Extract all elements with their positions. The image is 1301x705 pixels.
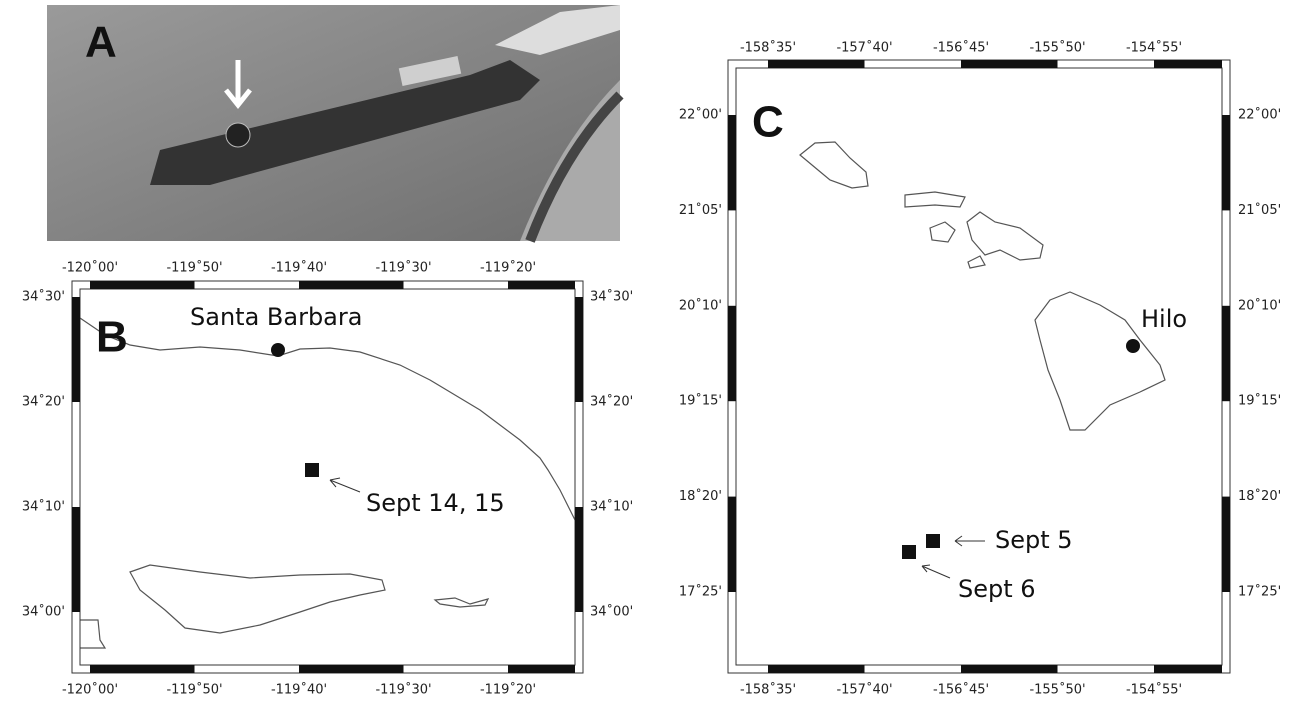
x-tick-label: -155˚50' [1029,40,1085,56]
frame-band [961,665,1058,673]
x-tick-label: -154˚55' [1126,682,1182,698]
frame-band [961,60,1058,68]
map-frame [71,280,584,674]
y-tick-label: 21˚05' [1238,202,1281,218]
place-label: Sept 6 [958,575,1036,603]
x-tick-label: -156˚45' [933,682,989,698]
photo [47,5,624,243]
y-tick-label: 18˚20' [679,488,722,504]
x-tick-label: -119˚50' [166,682,222,698]
place-marker [1126,339,1140,353]
x-tick-label: -157˚40' [836,682,892,698]
place-label: Sept 14, 15 [366,489,505,517]
y-tick-label: 34˚30' [590,289,633,305]
y-tick-label: 34˚00' [590,604,633,620]
x-tick-label: -119˚20' [480,682,536,698]
y-tick-label: 34˚00' [22,604,65,620]
coastline [79,317,576,649]
x-tick-label: -154˚55' [1126,40,1182,56]
frame-band [508,281,575,289]
x-tick-label: -119˚30' [375,260,431,276]
station-marker [902,545,916,559]
frame-band [72,507,80,612]
place-label: Sept 5 [995,526,1073,554]
y-tick-label: 17˚25' [1238,584,1281,600]
x-tick-label: -158˚35' [740,40,796,56]
y-tick-label: 20˚10' [679,297,722,313]
arrow [329,477,361,493]
arrow [921,564,951,579]
y-tick-label: 34˚20' [22,394,65,410]
map-frame [79,288,576,666]
x-tick-label: -120˚00' [62,682,118,698]
frame-band [1222,496,1230,592]
frame-band [90,665,195,673]
x-tick-label: -119˚40' [271,682,327,698]
x-tick-label: -120˚00' [62,260,118,276]
x-tick-label: -119˚30' [375,682,431,698]
panel-label: A [85,18,117,67]
coastline [799,141,1166,431]
frame-band [299,665,404,673]
frame-band [728,115,736,211]
frame-band [72,297,80,402]
x-tick-label: -119˚50' [166,260,222,276]
panel-label: B [96,313,128,362]
station-marker [305,463,319,477]
frame-band [575,507,583,612]
y-tick-label: 34˚30' [22,289,65,305]
place-label: Hilo [1141,305,1187,333]
frame-band [768,60,865,68]
arrow [954,535,985,547]
y-tick-label: 18˚20' [1238,488,1281,504]
y-tick-label: 19˚15' [1238,393,1281,409]
frame-band [1154,60,1222,68]
y-tick-label: 22˚00' [679,107,722,123]
frame-band [575,297,583,402]
y-tick-label: 21˚05' [679,202,722,218]
place-label: Santa Barbara [190,303,362,331]
frame-band [1222,115,1230,211]
y-tick-label: 22˚00' [1238,107,1281,123]
y-tick-label: 34˚10' [590,499,633,515]
station-marker [926,534,940,548]
frame-band [728,496,736,592]
frame-band [508,665,575,673]
x-tick-label: -156˚45' [933,40,989,56]
place-marker [271,343,285,357]
x-tick-label: -119˚20' [480,260,536,276]
frame-band [768,665,865,673]
y-tick-label: 17˚25' [679,584,722,600]
y-tick-label: 20˚10' [1238,297,1281,313]
frame-band [1154,665,1222,673]
y-tick-label: 34˚10' [22,499,65,515]
frame-band [728,305,736,402]
y-tick-label: 34˚20' [590,394,633,410]
frame-band [1222,305,1230,402]
y-tick-label: 19˚15' [679,393,722,409]
x-tick-label: -158˚35' [740,682,796,698]
frame-band [90,281,195,289]
x-tick-label: -155˚50' [1029,682,1085,698]
frame-band [299,281,404,289]
panel-label: C [752,98,784,147]
x-tick-label: -119˚40' [271,260,327,276]
x-tick-label: -157˚40' [836,40,892,56]
